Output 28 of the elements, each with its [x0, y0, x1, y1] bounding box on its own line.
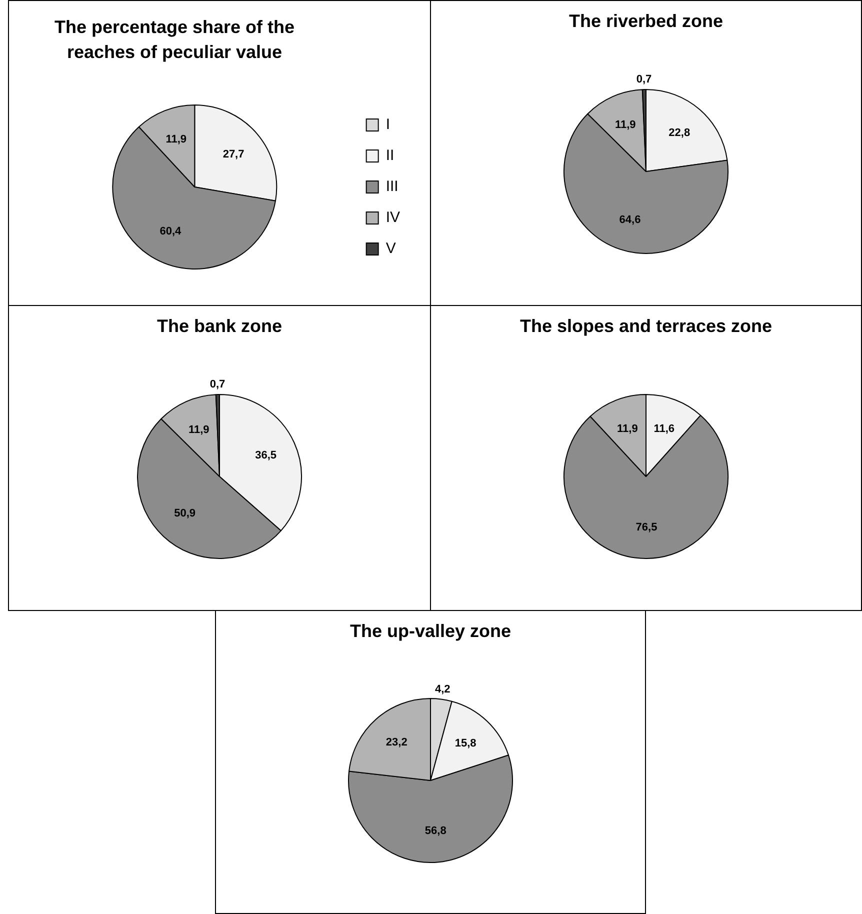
data-label: 60,4: [160, 226, 182, 238]
data-label: 15,8: [454, 738, 476, 750]
chart-title: The riverbed zone: [568, 10, 724, 33]
data-label: 76,5: [636, 521, 658, 534]
chart-title: The percentage share of the reaches of peculiar value: [53, 16, 296, 64]
data-label: 23,2: [386, 736, 408, 749]
data-label: 11,9: [188, 424, 210, 436]
data-label: 56,8: [424, 825, 446, 838]
chart-title: The slopes and terraces zone: [518, 315, 774, 338]
chart-title: The up-valley zone: [348, 620, 512, 643]
legend-label: III: [386, 178, 398, 196]
data-label: 11,6: [654, 423, 675, 436]
data-label: 4,2: [434, 683, 450, 696]
data-label: 36,5: [255, 450, 277, 462]
data-label: 64,6: [619, 214, 641, 226]
data-label: 0,7: [636, 74, 652, 86]
data-label: 0,7: [210, 378, 226, 391]
data-label: 27,7: [222, 148, 244, 160]
data-label: 22,8: [668, 127, 690, 140]
chart-title: The bank zone: [156, 315, 283, 338]
legend-label: I: [386, 116, 390, 134]
legend-label: II: [386, 147, 394, 164]
data-label: 11,9: [614, 119, 636, 132]
data-label: 11,9: [166, 134, 187, 146]
data-label: 11,9: [617, 423, 638, 436]
data-label: 50,9: [174, 508, 196, 520]
legend-label: IV: [386, 209, 400, 226]
legend-label: V: [386, 240, 396, 258]
